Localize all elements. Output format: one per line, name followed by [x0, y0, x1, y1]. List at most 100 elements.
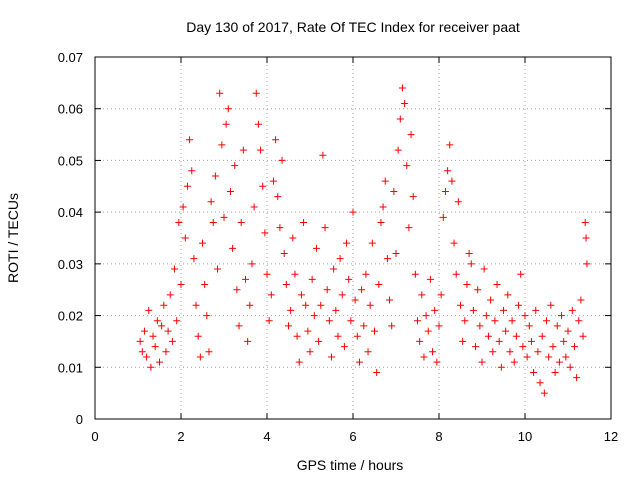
data-point — [259, 182, 267, 190]
data-point — [461, 317, 469, 325]
data-point — [183, 182, 191, 190]
data-point — [162, 348, 170, 356]
data-point — [500, 306, 507, 314]
data-point — [469, 306, 477, 314]
data-point — [418, 291, 426, 299]
data-point — [581, 218, 589, 226]
data-point — [280, 250, 288, 258]
data-point — [366, 301, 374, 309]
data-point — [517, 270, 525, 278]
data-point — [502, 327, 510, 335]
data-point — [497, 363, 505, 371]
data-point — [353, 332, 361, 340]
data-point — [196, 353, 204, 361]
data-point — [160, 301, 168, 309]
data-point — [158, 322, 166, 330]
x-axis-title: GPS time / hours — [297, 457, 404, 473]
data-point — [220, 213, 228, 221]
data-point — [545, 353, 553, 361]
y-tick-label: 0 — [76, 412, 83, 427]
x-tick-label: 8 — [435, 429, 442, 444]
data-point — [390, 187, 398, 195]
data-point — [480, 265, 488, 273]
data-point — [175, 218, 183, 226]
data-point — [377, 218, 385, 226]
data-point — [551, 368, 559, 376]
data-point — [515, 301, 523, 309]
data-point — [209, 218, 217, 226]
data-point — [338, 291, 346, 299]
data-point — [156, 358, 163, 366]
data-point — [446, 141, 454, 149]
data-point — [457, 301, 464, 309]
data-point — [448, 177, 456, 185]
data-point — [409, 193, 417, 201]
data-point — [285, 322, 292, 330]
data-point — [381, 177, 389, 185]
data-point — [151, 343, 159, 351]
data-point — [224, 105, 232, 113]
data-point — [392, 250, 400, 258]
data-point — [358, 286, 366, 294]
data-point — [323, 286, 331, 294]
data-point — [289, 234, 297, 242]
data-point — [401, 100, 409, 108]
data-point — [343, 239, 351, 247]
data-point — [201, 281, 209, 289]
data-point — [534, 348, 542, 356]
data-point — [540, 389, 548, 397]
x-tick-label: 4 — [263, 429, 270, 444]
data-point — [495, 337, 503, 345]
data-point — [207, 198, 215, 206]
data-point — [192, 301, 200, 309]
data-point — [306, 348, 314, 356]
data-point — [315, 337, 323, 345]
data-point — [416, 337, 424, 345]
data-point — [145, 306, 153, 314]
data-point — [351, 296, 359, 304]
data-point — [489, 348, 497, 356]
data-point — [525, 322, 533, 330]
data-point — [379, 203, 387, 211]
data-point — [543, 317, 550, 325]
data-point — [536, 379, 544, 387]
y-tick-label: 0.06 — [58, 102, 83, 117]
x-tick-label: 10 — [518, 429, 532, 444]
data-point — [568, 306, 576, 314]
data-point — [467, 260, 475, 268]
data-point — [555, 358, 563, 366]
data-point — [274, 193, 282, 201]
data-point — [328, 353, 335, 361]
data-point — [465, 250, 473, 258]
data-point — [312, 244, 320, 252]
data-point — [349, 208, 357, 216]
data-point — [186, 136, 194, 144]
data-point — [547, 301, 555, 309]
data-point — [368, 239, 376, 247]
data-point — [308, 275, 316, 283]
data-point — [386, 296, 394, 304]
data-point — [239, 146, 247, 154]
data-point — [203, 312, 211, 320]
data-point — [510, 358, 518, 366]
data-point — [549, 343, 557, 351]
data-point — [538, 332, 546, 340]
data-point — [583, 260, 591, 268]
data-point — [454, 198, 462, 206]
data-point — [222, 120, 230, 128]
data-point — [149, 332, 157, 340]
data-point — [474, 286, 482, 294]
data-point — [439, 213, 447, 221]
grid — [95, 57, 611, 419]
data-point — [476, 322, 484, 330]
data-points — [136, 84, 591, 397]
data-point — [177, 281, 185, 289]
data-point — [205, 348, 213, 356]
data-point — [332, 306, 340, 314]
data-point — [527, 337, 535, 345]
data-point — [493, 281, 501, 289]
data-point — [321, 224, 329, 232]
